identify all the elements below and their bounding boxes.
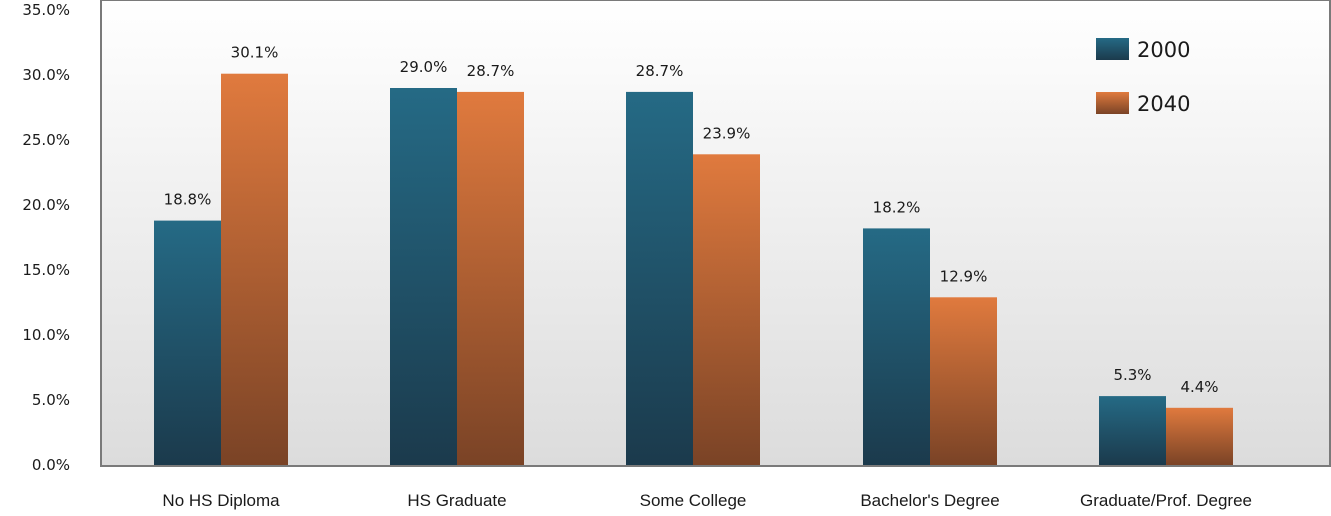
bar-2040 (221, 73, 288, 465)
data-label: 23.9% (703, 124, 751, 142)
bar-2000 (626, 91, 693, 466)
data-labels-group: 18.8% 30.1% 29.0% 28.7% 28.7% 23.9% 18.2% 12.9%… (164, 44, 1219, 396)
data-label: 5.3% (1113, 366, 1151, 384)
bar-2000 (154, 220, 221, 465)
bar-2040 (1166, 407, 1233, 465)
bar-2040 (457, 91, 524, 466)
x-axis: No HS Diploma HS Graduate Some College Bach… (162, 491, 1252, 510)
data-label: 4.4% (1180, 378, 1218, 396)
y-tick-label: 15.0% (22, 261, 70, 279)
bars-group (154, 73, 1233, 466)
bar-2000 (863, 228, 930, 465)
x-tick-label: No HS Diploma (162, 491, 280, 510)
legend-label: 2040 (1137, 92, 1190, 116)
data-label: 18.8% (164, 191, 212, 209)
y-tick-label: 20.0% (22, 196, 70, 214)
x-tick-label: HS Graduate (407, 491, 506, 510)
y-tick-label: 5.0% (32, 391, 70, 409)
data-label: 30.1% (231, 44, 279, 62)
y-tick-label: 30.0% (22, 66, 70, 84)
data-label: 29.0% (400, 58, 448, 76)
x-tick-label: Graduate/Prof. Degree (1080, 491, 1252, 510)
bar-2040 (693, 154, 760, 466)
bar-2000 (390, 88, 457, 465)
x-tick-label: Some College (640, 491, 747, 510)
legend-label: 2000 (1137, 38, 1190, 62)
data-label: 18.2% (873, 198, 921, 216)
bar-2000 (1099, 396, 1166, 465)
legend-swatch (1096, 38, 1129, 60)
y-tick-label: 10.0% (22, 326, 70, 344)
legend: 2000 2040 (1096, 38, 1190, 116)
data-label: 12.9% (940, 267, 988, 285)
data-label: 28.7% (467, 62, 515, 80)
x-tick-label: Bachelor's Degree (860, 491, 999, 510)
y-tick-label: 25.0% (22, 131, 70, 149)
bar-2040 (930, 297, 997, 465)
data-label: 28.7% (636, 62, 684, 80)
legend-swatch (1096, 92, 1129, 114)
y-tick-label: 0.0% (32, 456, 70, 474)
y-axis: 0.0% 5.0% 10.0% 15.0% 20.0% 25.0% 30.0% 35.0% (22, 1, 70, 474)
y-tick-label: 35.0% (22, 1, 70, 19)
